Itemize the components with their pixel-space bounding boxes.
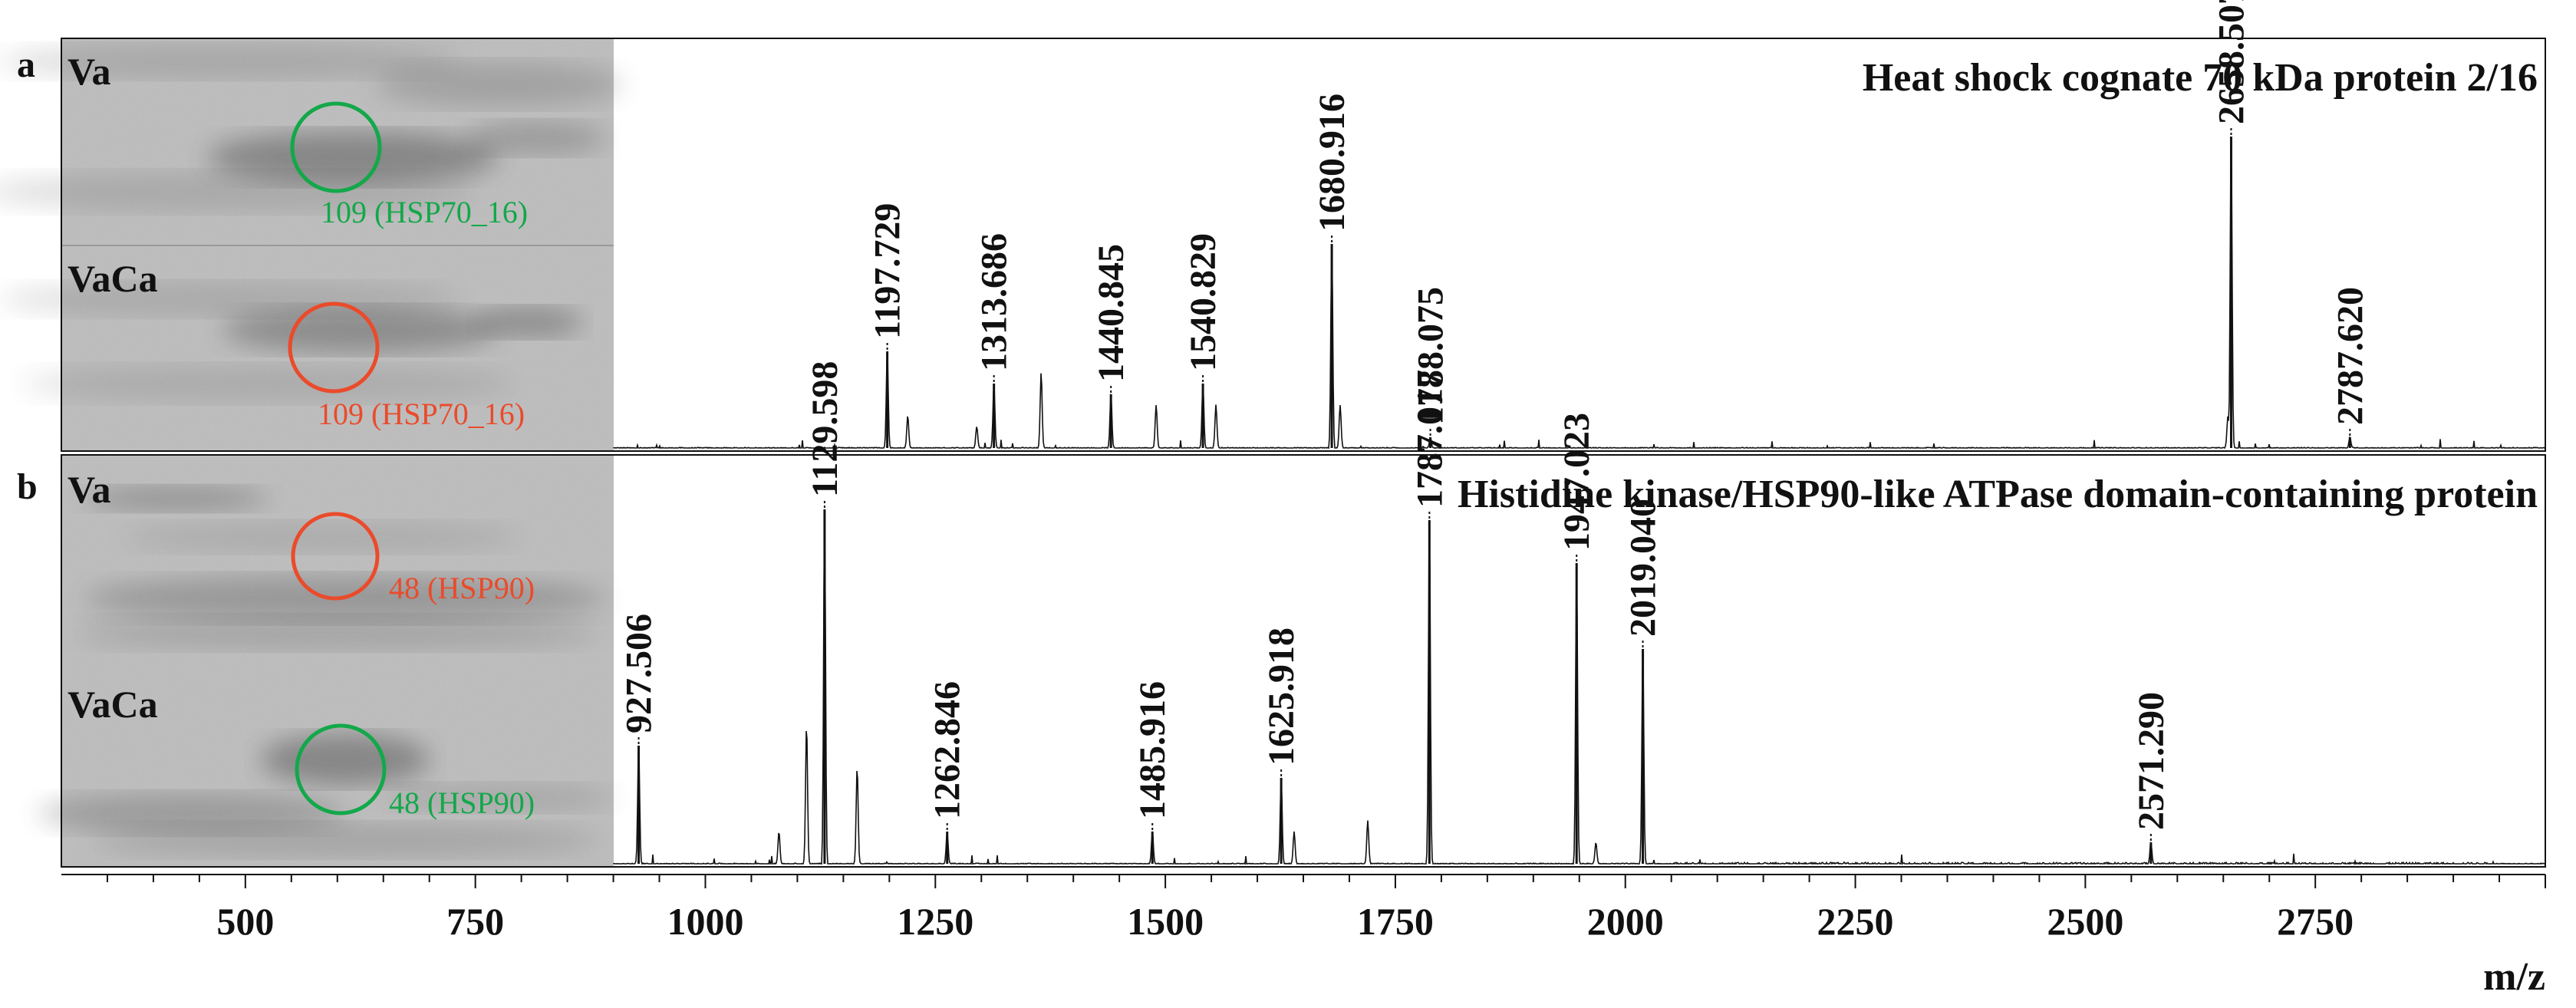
panel-letter: b — [17, 466, 38, 507]
gel-row-label: Va — [68, 50, 111, 93]
peak-label: 1440.845 — [1091, 244, 1132, 382]
x-tick-label: 500 — [216, 900, 274, 943]
peak-label: 1680.916 — [1312, 94, 1352, 232]
spot-circle-icon — [291, 512, 380, 601]
panel-frames — [61, 38, 2546, 868]
spectrum-title: Histidine kinase/HSP90-like ATPase domai… — [1458, 473, 2538, 516]
peak-label: 2571.290 — [2131, 692, 2172, 830]
panel-letter: a — [17, 44, 35, 85]
peak-label: 2019.040 — [1623, 499, 1664, 637]
x-tick-label: 1000 — [667, 900, 743, 943]
x-axis-label: m/z — [2483, 955, 2545, 999]
spectrum-title: Heat shock cognate 70 kDa protein 2/16 — [1863, 56, 2538, 100]
panel-frame — [61, 454, 2546, 868]
x-tick-label: 2500 — [2047, 900, 2123, 943]
peak-label: 1947.023 — [1556, 413, 1597, 551]
peak-label: 1625.918 — [1261, 628, 1302, 766]
peak-label: 1197.729 — [868, 203, 908, 339]
x-tick-label: 750 — [446, 900, 504, 943]
spot-label: 109 (HSP70_16) — [321, 195, 528, 229]
peak-label: 1313.686 — [974, 233, 1015, 371]
gel-row-label: VaCa — [68, 257, 158, 300]
peak-label: 2658.507 — [2211, 0, 2252, 124]
spot-circle-icon — [288, 301, 380, 394]
peak-label: 1787.017 — [1409, 370, 1450, 508]
spot-circle-icon — [290, 101, 382, 193]
x-axis: 500 750 1000 1250 1500 1750 2000 2250 2500 2750 m/… — [61, 874, 2546, 999]
gel-row-label: VaCa — [68, 683, 158, 726]
x-tick-label: 2250 — [1817, 900, 1894, 943]
peak-label: 1788.075 — [1411, 287, 1451, 425]
peak-label: 1262.846 — [927, 681, 968, 819]
spot-label: 109 (HSP70_16) — [318, 397, 525, 431]
panel-frame — [61, 38, 2546, 452]
x-tick-label: 2000 — [1587, 900, 1664, 943]
spectra-layer — [613, 126, 2546, 865]
peak-label: 927.506 — [619, 614, 660, 733]
gel-row-label: Va — [68, 468, 111, 511]
x-tick-label: 1750 — [1357, 900, 1434, 943]
peak-label: 1129.598 — [805, 361, 845, 497]
spot-label: 48 (HSP90) — [389, 571, 535, 605]
spot-label: 48 (HSP90) — [389, 786, 535, 820]
peak-label: 1485.916 — [1132, 681, 1173, 819]
gel-images-layer — [0, 38, 621, 867]
gel-texture — [61, 455, 614, 867]
peak-label: 1540.829 — [1183, 233, 1224, 371]
spectrum-trace — [613, 509, 2546, 865]
spectrum-trace — [613, 156, 2546, 450]
spot-circle-icon — [295, 723, 387, 815]
peak-label: 2787.620 — [2330, 287, 2370, 425]
labels-layer: Va 109 (HSP70_16) VaCa 109 (HSP70_16) a Heat … — [17, 0, 2538, 830]
x-tick-label: 1250 — [897, 900, 973, 943]
x-tick-label: 1500 — [1127, 900, 1204, 943]
x-tick-label: 2750 — [2277, 900, 2354, 943]
